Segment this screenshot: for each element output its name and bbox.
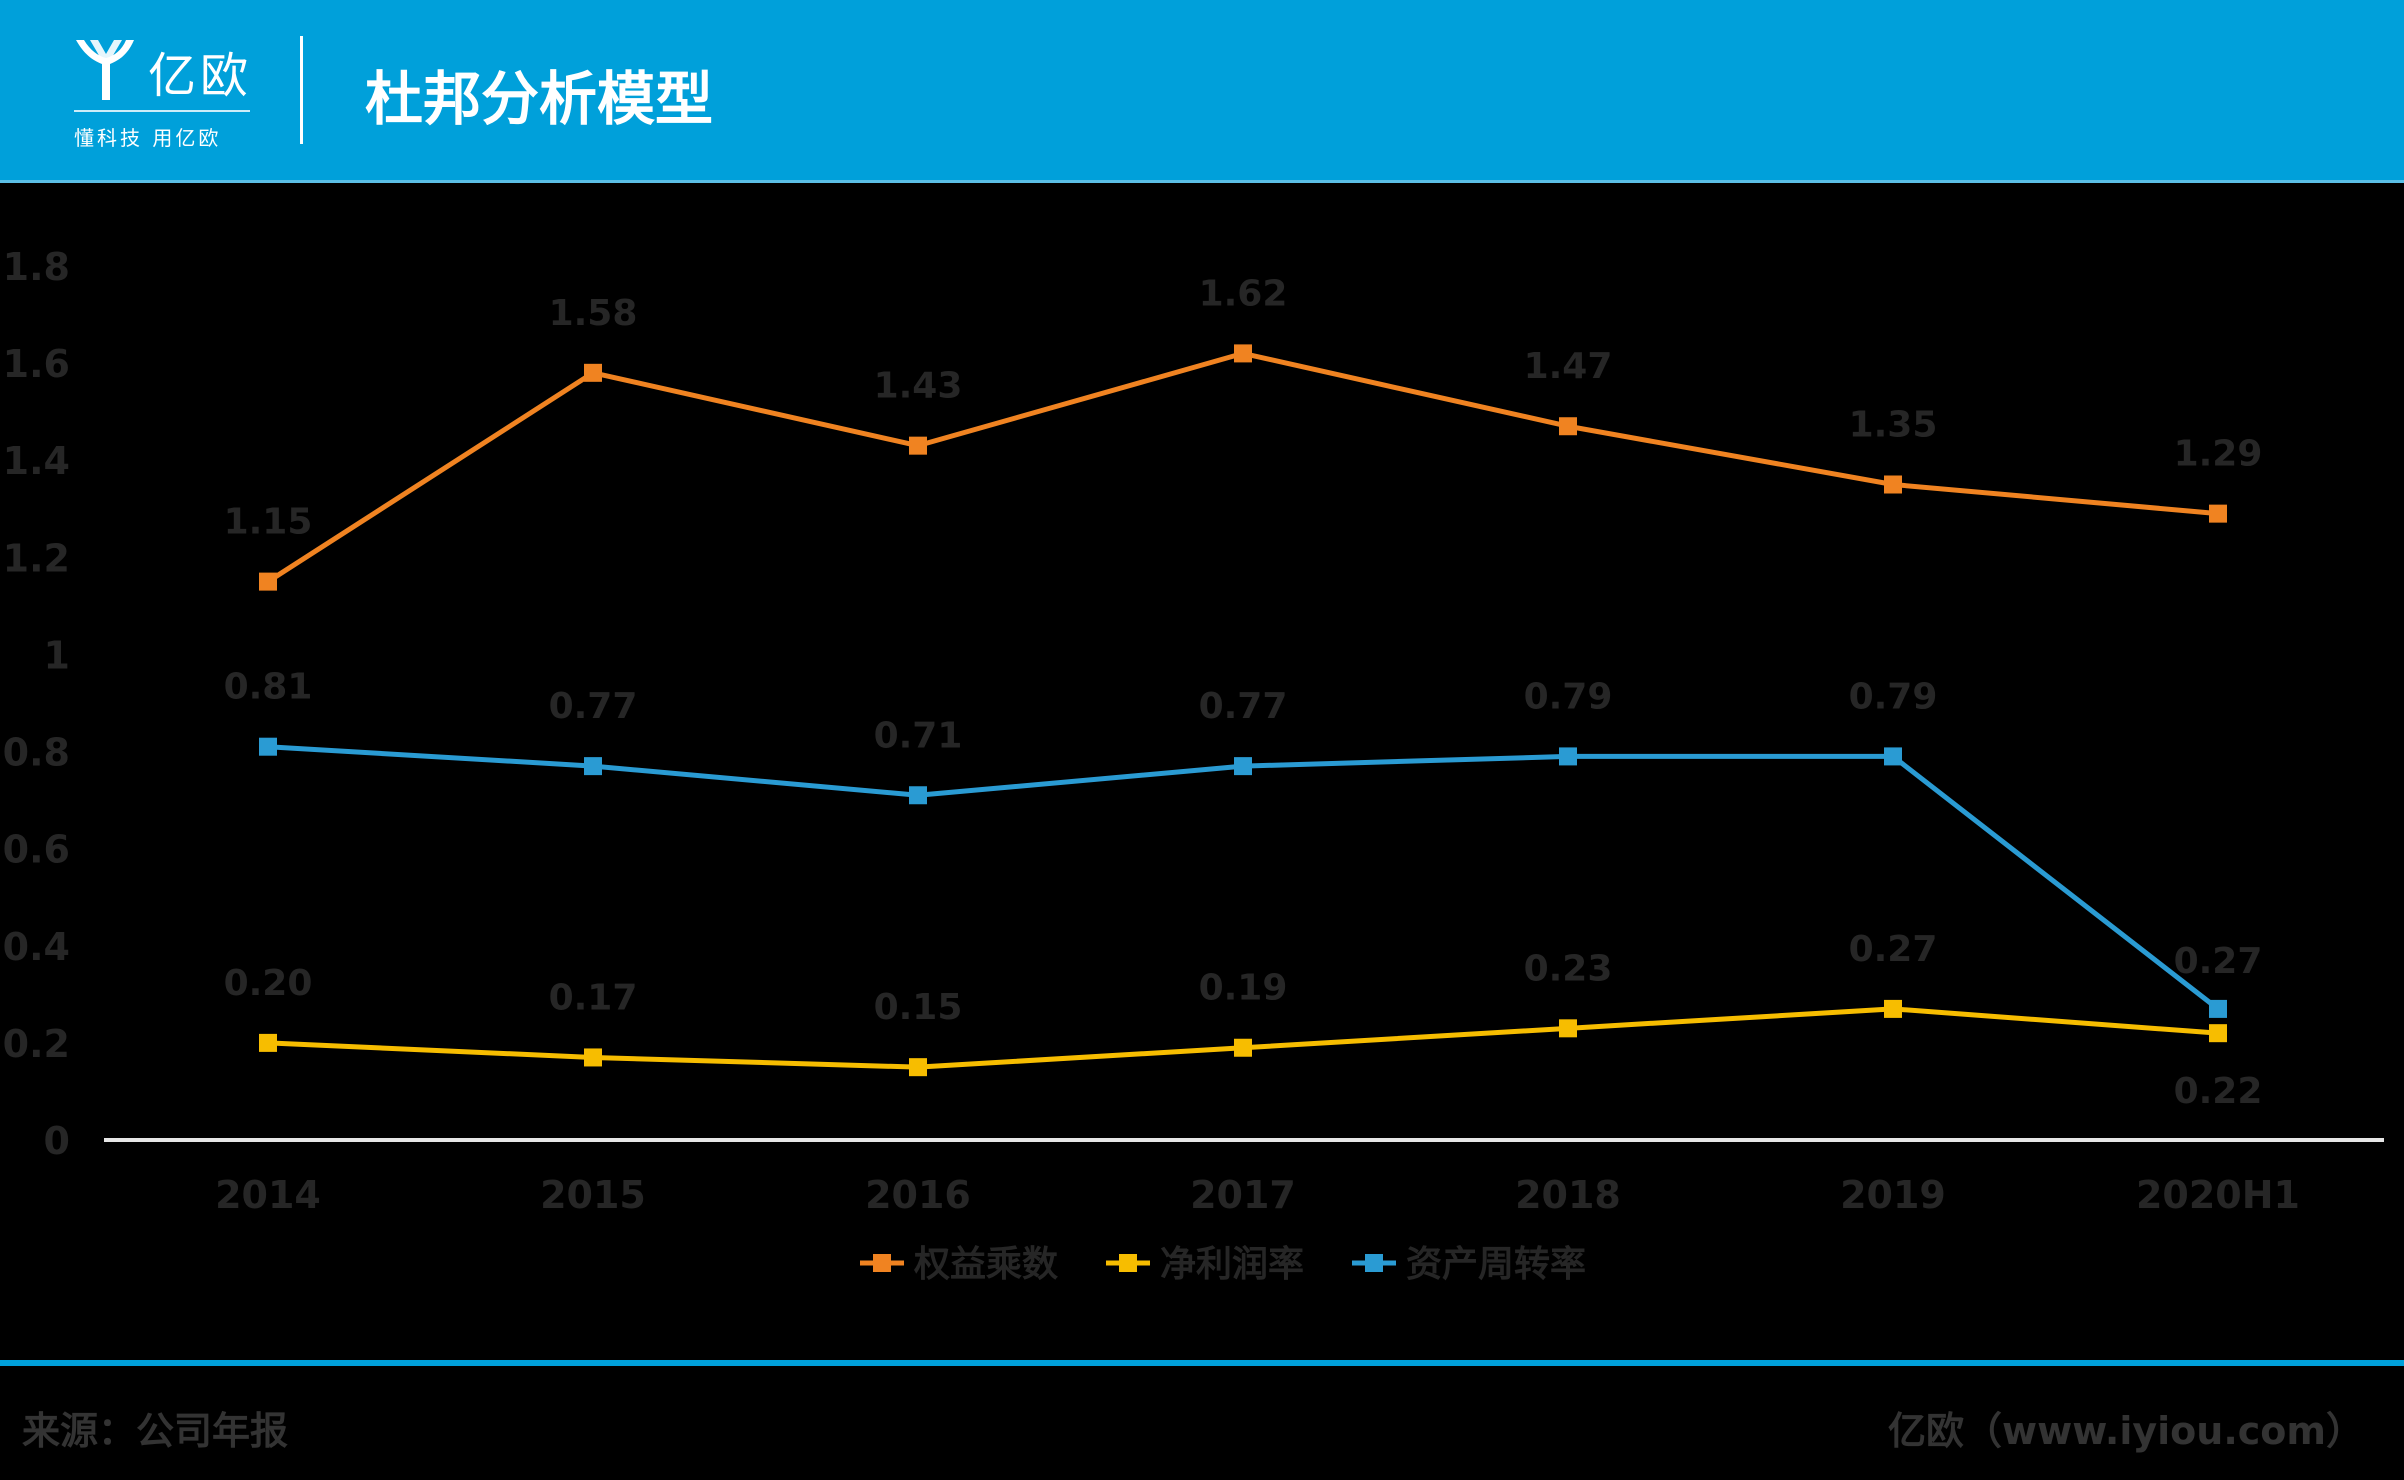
legend-swatch-marker — [873, 1254, 891, 1272]
data-point — [1884, 999, 1902, 1018]
legend: 权益乘数 净利润率 资产周转率 — [860, 1244, 1586, 1285]
y-tick-label: 0.8 — [3, 731, 70, 775]
y-tick-label: 1 — [44, 633, 70, 677]
x-tick-label: 2019 — [1840, 1173, 1946, 1217]
header-divider — [300, 36, 303, 144]
data-label: 0.79 — [1524, 676, 1613, 717]
logo-divider — [74, 110, 250, 112]
data-point — [1884, 475, 1902, 494]
data-label: 1.47 — [1524, 346, 1613, 387]
series-layer: 1.15 1.58 1.43 1.62 1.47 1.35 1.29 0.20 0.17 0.15… — [224, 273, 2263, 1112]
data-label: 0.17 — [549, 977, 638, 1018]
legend-swatch-marker — [1119, 1254, 1137, 1272]
data-label: 0.22 — [2174, 1071, 2263, 1112]
x-tick-label: 2020H1 — [2136, 1173, 2300, 1217]
data-point — [584, 363, 602, 382]
data-point — [1234, 344, 1252, 363]
data-point — [909, 436, 927, 455]
data-point — [259, 737, 277, 756]
data-label: 0.27 — [1849, 929, 1938, 970]
y-tick-label: 0.2 — [3, 1022, 70, 1066]
y-tick-label: 0.4 — [3, 925, 70, 969]
y-tick-label: 1.6 — [3, 342, 70, 386]
data-label: 0.23 — [1524, 948, 1613, 989]
data-label: 1.43 — [874, 366, 963, 407]
y-axis: 0 0.2 0.4 0.6 0.8 1 1.2 1.4 1.6 1.8 — [3, 245, 70, 1163]
data-label: 1.29 — [2174, 434, 2263, 475]
data-point — [2209, 999, 2227, 1018]
series-line — [266, 350, 2219, 584]
data-point — [1559, 747, 1577, 766]
x-tick-label: 2017 — [1190, 1173, 1296, 1217]
x-tick-label: 2014 — [215, 1173, 321, 1217]
data-label: 0.19 — [1199, 968, 1288, 1009]
line-chart: 00.20.40.60.811.21.41.61.8 2014 2015 2016 2… — [3, 245, 2384, 1285]
data-point — [259, 572, 277, 591]
y-tick-label: 0.6 — [3, 828, 70, 872]
legend-item: 净利润率 — [1106, 1244, 1304, 1285]
x-tick-label: 2018 — [1515, 1173, 1621, 1217]
y-tick-label: 1.4 — [3, 439, 70, 483]
legend-swatch-marker — [1365, 1254, 1383, 1272]
x-axis: 2014 2015 2016 2017 2018 2019 2020H1 — [215, 1173, 2300, 1217]
legend-label: 资产周转率 — [1406, 1244, 1586, 1285]
logo: 亿欧 懂科技 用亿欧 — [70, 28, 270, 158]
data-point — [1234, 757, 1252, 776]
data-label: 1.15 — [224, 502, 313, 543]
data-point — [259, 1033, 277, 1052]
footer-rule — [0, 1360, 2404, 1366]
data-label: 0.77 — [1199, 686, 1288, 727]
data-label: 1.58 — [549, 293, 638, 334]
data-point — [584, 1048, 602, 1067]
data-point — [1559, 1019, 1577, 1038]
yiou-logo-icon — [76, 40, 134, 100]
data-point — [909, 1058, 927, 1077]
data-label: 0.15 — [874, 987, 963, 1028]
page-title: 杜邦分析模型 — [365, 65, 714, 133]
logo-slogan: 懂科技 用亿欧 — [74, 126, 222, 150]
data-point — [2209, 1024, 2227, 1043]
y-tick-label: 1.8 — [3, 245, 70, 289]
data-label: 0.20 — [224, 963, 313, 1004]
source-note: 来源：公司年报 — [22, 1409, 289, 1453]
x-tick-label: 2016 — [865, 1173, 971, 1217]
data-label: 0.81 — [224, 667, 313, 708]
series-1: 0.20 0.17 0.15 0.19 0.23 0.27 0.22 — [224, 929, 2263, 1112]
y-tick-label: 0 — [44, 1119, 70, 1163]
data-label: 0.79 — [1849, 676, 1938, 717]
data-label: 0.27 — [2174, 941, 2263, 982]
data-point — [1559, 417, 1577, 436]
brand-note: 亿欧（www.iyiou.com） — [1888, 1409, 2364, 1453]
legend-label: 净利润率 — [1160, 1244, 1304, 1285]
data-label: 1.62 — [1199, 273, 1288, 314]
y-tick-label: 1.2 — [3, 536, 70, 580]
series-2: 0.81 0.77 0.71 0.77 0.79 0.79 0.27 — [224, 667, 2263, 1018]
data-label: 1.35 — [1849, 405, 1938, 446]
data-point — [1234, 1038, 1252, 1057]
data-point — [909, 786, 927, 805]
data-label: 0.71 — [874, 715, 963, 756]
x-tick-label: 2015 — [540, 1173, 646, 1217]
legend-item: 权益乘数 — [860, 1244, 1058, 1285]
header-bar: 亿欧 懂科技 用亿欧 杜邦分析模型 — [0, 0, 2404, 183]
data-point — [584, 757, 602, 776]
legend-item: 资产周转率 — [1352, 1244, 1586, 1285]
legend-label: 权益乘数 — [913, 1244, 1058, 1285]
logo-name: 亿欧 — [148, 48, 253, 104]
series-0: 1.15 1.58 1.43 1.62 1.47 1.35 1.29 — [224, 273, 2263, 591]
data-label: 0.77 — [549, 686, 638, 727]
data-point — [2209, 504, 2227, 523]
data-point — [1884, 747, 1902, 766]
